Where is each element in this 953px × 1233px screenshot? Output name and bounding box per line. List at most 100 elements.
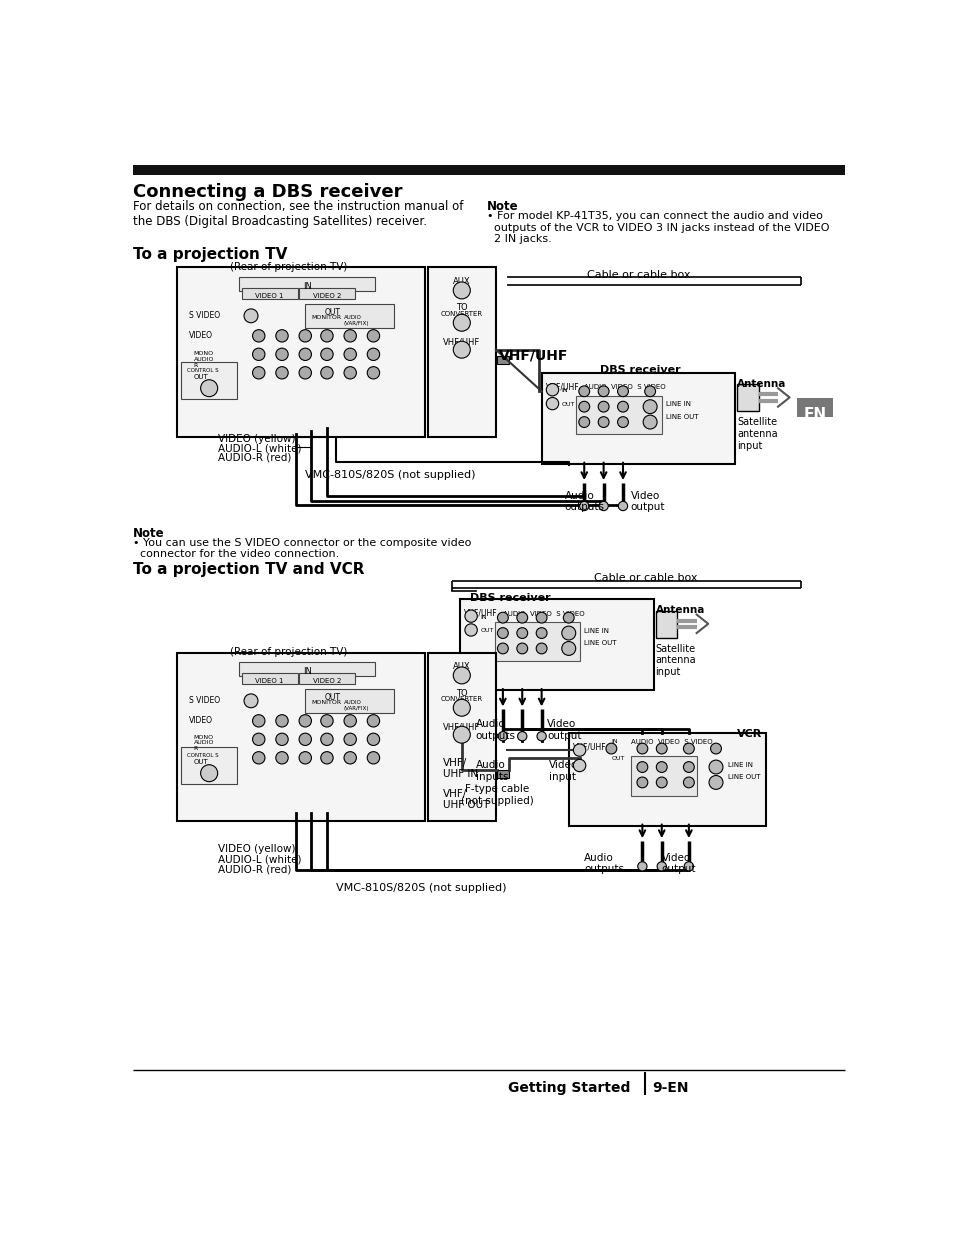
Text: LINE OUT: LINE OUT [583,640,616,646]
Text: Note: Note [133,526,165,540]
Circle shape [517,613,527,623]
Text: AUDIO  VIDEO  S VIDEO: AUDIO VIDEO S VIDEO [502,610,584,616]
Circle shape [683,862,693,870]
Bar [241,673,297,684]
Text: EN: EN [802,407,826,423]
Circle shape [682,743,694,753]
Circle shape [656,777,666,788]
Text: IN: IN [480,614,487,619]
Text: VIDEO (yellow): VIDEO (yellow) [218,434,295,444]
Text: AUDIO-R (red): AUDIO-R (red) [218,453,292,462]
Text: AUDIO  VIDEO  S VIDEO: AUDIO VIDEO S VIDEO [583,385,665,391]
Text: Audio
outputs: Audio outputs [564,491,604,512]
Circle shape [708,776,722,789]
Circle shape [573,760,585,772]
Text: CONVERTER: CONVERTER [440,311,482,317]
Circle shape [497,628,508,639]
Text: MONITOR: MONITOR [311,700,341,705]
Circle shape [367,734,379,746]
Circle shape [367,348,379,360]
Text: AUDIO
(VAR/FIX): AUDIO (VAR/FIX) [344,316,369,326]
Bar [181,363,236,399]
Circle shape [578,386,589,397]
Circle shape [656,743,666,753]
Bar [576,396,661,434]
Bar [630,756,696,797]
Circle shape [464,624,476,636]
Circle shape [344,715,356,727]
Circle shape [598,401,608,412]
Circle shape [253,329,265,342]
Circle shape [637,777,647,788]
Text: • You can use the S VIDEO connector or the composite video
  connector for the v: • You can use the S VIDEO connector or t… [133,538,471,560]
Text: DBS receiver: DBS receiver [469,593,550,603]
Text: VIDEO (yellow): VIDEO (yellow) [218,845,295,854]
Text: VHF/UHF: VHF/UHF [545,382,578,391]
Circle shape [453,314,470,332]
Circle shape [275,752,288,764]
Circle shape [637,862,646,870]
Circle shape [656,762,666,772]
Circle shape [598,417,608,428]
Text: Satellite
antenna
input: Satellite antenna input [655,644,696,677]
Circle shape [578,401,589,412]
Bar [568,734,765,826]
Circle shape [682,777,694,788]
Text: VHF/UHF: VHF/UHF [498,348,568,363]
Circle shape [573,743,585,756]
Bar [305,303,394,328]
Text: AUDIO-L (white): AUDIO-L (white) [218,854,302,864]
Circle shape [367,715,379,727]
Text: TO: TO [456,688,467,698]
Text: VHF/UHF: VHF/UHF [443,723,480,731]
Circle shape [275,734,288,746]
Text: DBS receiver: DBS receiver [599,365,679,375]
Circle shape [344,348,356,360]
Text: VIDEO 1: VIDEO 1 [255,292,284,298]
Circle shape [453,342,470,358]
Circle shape [298,734,311,746]
Circle shape [682,762,694,772]
Circle shape [605,743,617,753]
Text: VIDEO: VIDEO [189,716,213,725]
Circle shape [464,610,476,623]
Bar [427,653,496,821]
Bar [497,771,509,778]
Circle shape [275,366,288,379]
Text: AUDIO
(VAR/FIX): AUDIO (VAR/FIX) [344,700,369,711]
Text: VCR: VCR [737,729,761,740]
Text: Cable or cable box: Cable or cable box [586,270,690,280]
Circle shape [642,416,657,429]
Circle shape [200,380,217,397]
Text: VHF/
UHF OUT: VHF/ UHF OUT [443,789,489,810]
Circle shape [275,715,288,727]
Circle shape [642,399,657,413]
Bar [305,688,394,713]
Circle shape [320,752,333,764]
Circle shape [537,731,546,741]
Circle shape [618,502,627,510]
Text: TO: TO [456,303,467,312]
Text: IN: IN [303,282,312,291]
Text: S VIDEO: S VIDEO [189,697,220,705]
Text: VHF/
UHF IN: VHF/ UHF IN [443,758,477,779]
Text: Antenna: Antenna [655,605,704,615]
Text: OUT: OUT [561,402,575,407]
Circle shape [253,348,265,360]
Circle shape [710,743,720,753]
Bar [427,268,496,436]
Text: MONO
AUDIO
R: MONO AUDIO R [193,351,213,367]
Circle shape [244,309,257,323]
Text: AUDIO  VIDEO  S VIDEO: AUDIO VIDEO S VIDEO [630,740,712,745]
Bar [239,277,375,291]
Bar [655,610,677,637]
Bar [495,623,579,661]
Circle shape [536,613,546,623]
Text: CONTROL S: CONTROL S [187,369,219,374]
Circle shape [367,752,379,764]
Circle shape [298,752,311,764]
Circle shape [598,386,608,397]
Text: Video
output: Video output [630,491,664,512]
Circle shape [298,366,311,379]
Text: F-type cable
(not supplied): F-type cable (not supplied) [460,784,534,805]
